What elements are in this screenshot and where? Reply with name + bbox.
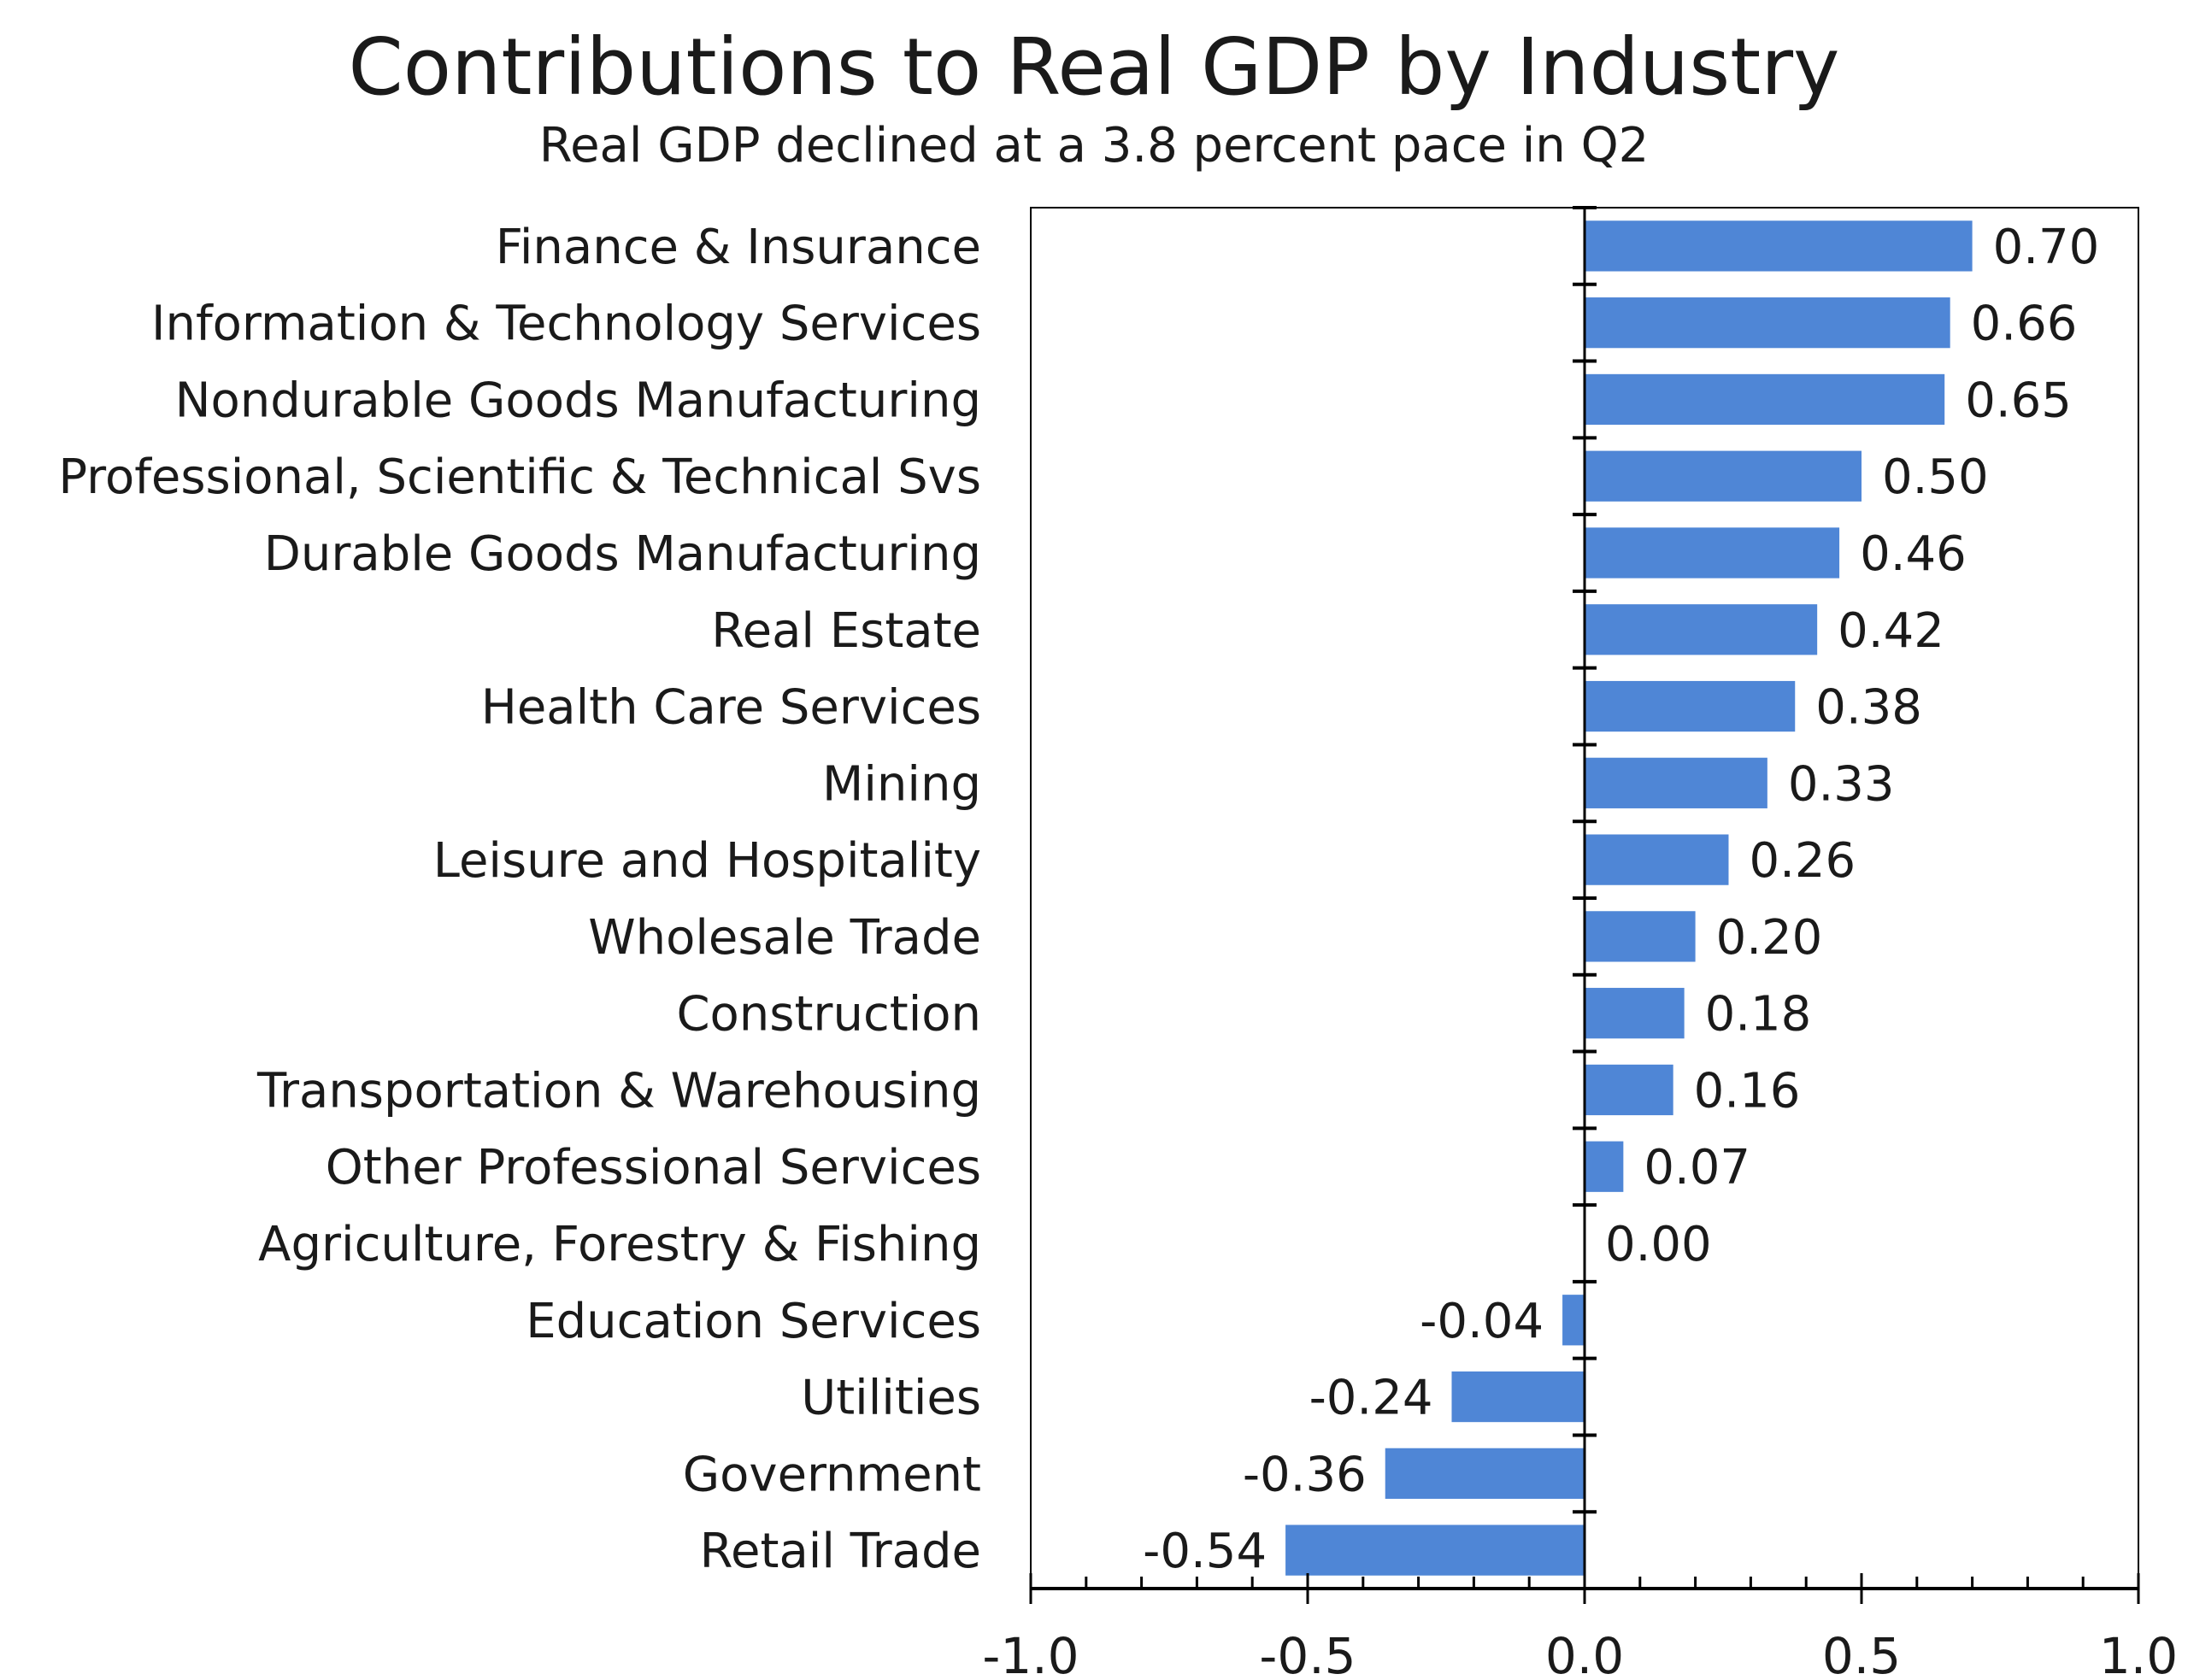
data-label: 0.66 — [1971, 297, 2078, 352]
bar — [1585, 1141, 1624, 1192]
category-label: Education Services — [526, 1294, 981, 1349]
bar — [1562, 1295, 1585, 1346]
category-label: Professional, Scientific & Technical Svs — [58, 449, 981, 505]
category-label: Finance & Insurance — [496, 220, 981, 275]
category-label: Mining — [822, 756, 981, 812]
data-label: -0.24 — [1309, 1371, 1433, 1426]
bar — [1585, 834, 1729, 885]
category-label: Agriculture, Forestry & Fishing — [258, 1217, 981, 1272]
chart-subtitle: Real GDP declined at a 3.8 percent pace … — [538, 118, 1650, 173]
bar — [1585, 680, 1796, 732]
data-label: -0.04 — [1420, 1294, 1544, 1349]
bar — [1385, 1448, 1585, 1499]
category-label: Nondurable Goods Manufacturing — [175, 373, 981, 428]
data-label: 0.07 — [1644, 1140, 1750, 1195]
x-tick-label: 1.0 — [2099, 1627, 2178, 1680]
data-label: 0.33 — [1788, 756, 1895, 812]
bar — [1585, 1064, 1673, 1116]
bar — [1585, 527, 1840, 579]
x-tick-label: 0.5 — [1822, 1627, 1901, 1680]
value-labels: 0.70 0.66 0.65 0.50 0.46 0.42 0.38 0.33 0.26 0.20… — [1143, 220, 2099, 1579]
data-label: 0.00 — [1605, 1217, 1712, 1272]
bar — [1585, 757, 1767, 808]
bar — [1585, 450, 1862, 502]
axes-group: -1.0 -0.5 0.0 0.5 1.0 — [982, 206, 2178, 1680]
data-label: -0.36 — [1243, 1447, 1367, 1502]
category-label: Leisure and Hospitality — [433, 833, 981, 889]
data-label: 0.42 — [1838, 603, 1944, 659]
data-label: 0.26 — [1749, 833, 1856, 889]
bar — [1585, 604, 1818, 655]
data-label: 0.70 — [1993, 220, 2100, 275]
category-label: Utilities — [801, 1371, 981, 1426]
chart-title: Contributions to Real GDP by Industry — [348, 21, 1840, 113]
data-label: 0.50 — [1882, 449, 1989, 505]
category-label: Durable Goods Manufacturing — [264, 526, 981, 582]
category-label: Government — [683, 1447, 981, 1502]
x-tick-label: -0.5 — [1259, 1627, 1356, 1680]
bar — [1585, 220, 1973, 272]
bar — [1585, 297, 1950, 349]
data-label: 0.38 — [1815, 680, 1922, 736]
data-label: 0.20 — [1716, 910, 1823, 966]
category-label: Health Care Services — [481, 680, 981, 736]
category-label: Transportation & Warehousing — [256, 1063, 981, 1119]
bar — [1285, 1524, 1585, 1576]
data-label: 0.46 — [1860, 526, 1967, 582]
bar — [1451, 1371, 1585, 1423]
x-tick-label: -1.0 — [982, 1627, 1079, 1680]
bars-group — [1285, 220, 1973, 1576]
data-label: 0.16 — [1694, 1063, 1801, 1119]
category-label: Retail Trade — [700, 1524, 981, 1579]
data-label: 0.18 — [1705, 987, 1812, 1043]
data-label: -0.54 — [1143, 1524, 1267, 1579]
bar — [1585, 373, 1945, 426]
category-label: Information & Technology Services — [151, 297, 981, 352]
data-label: 0.65 — [1965, 373, 2072, 428]
category-label: Other Professional Services — [326, 1140, 981, 1195]
x-tick-label: 0.0 — [1545, 1627, 1624, 1680]
category-labels: Finance & Insurance Information & Technol… — [58, 220, 981, 1579]
bar — [1585, 988, 1685, 1039]
category-label: Real Estate — [711, 603, 981, 659]
category-label: Construction — [676, 987, 981, 1043]
bar — [1585, 911, 1696, 962]
category-label: Wholesale Trade — [588, 910, 981, 966]
